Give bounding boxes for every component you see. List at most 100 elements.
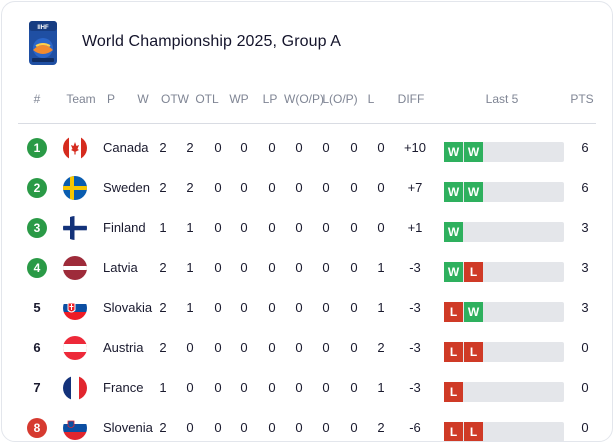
stat-cell: 0 [214,300,222,315]
stat-cell: 0 [322,300,330,315]
table-row[interactable]: 8 Slovenia 2 0 0 0 0 0 0 0 2 -6 L L 0 [2,408,612,441]
points: 6 [581,180,589,195]
rank-badge: 3 [27,218,47,238]
col-header-pts: PTS [570,92,594,106]
stat-cell: 1 [159,220,167,235]
stat-cell: 0 [295,220,303,235]
stat-cell: 0 [186,340,194,355]
france-flag-icon [63,376,87,400]
table-row[interactable]: 7 France 1 0 0 0 0 0 0 0 1 -3 L 0 [2,368,612,408]
form-win: W [444,222,463,242]
stat-cell: 0 [295,380,303,395]
form-loss: L [464,342,483,362]
rank-number: 6 [33,340,41,355]
points: 0 [581,420,589,435]
table-row[interactable]: 2 Sweden 2 2 0 0 0 0 0 0 0 +7 W W 6 [2,168,612,208]
header: IIHF World Championship 2025, Group A [2,2,612,82]
latvia-flag-icon [63,256,87,280]
points: 0 [581,340,589,355]
rank-number: 5 [33,300,41,315]
stat-cell: 1 [159,380,167,395]
iihf-logo-icon: IIHF [29,21,57,65]
team-name[interactable]: Austria [103,340,144,355]
stat-cell: 0 [240,220,248,235]
stat-cell: 0 [350,420,358,435]
stat-cell: 0 [214,180,222,195]
table-row[interactable]: 5 Slovakia 2 1 0 0 0 0 0 0 1 -3 L W 3 [2,288,612,328]
stat-cell: 1 [186,220,194,235]
stat-cell: 0 [240,260,248,275]
stat-cell: 0 [295,140,303,155]
form-win: W [464,302,483,322]
team-name[interactable]: Slovakia [103,300,153,315]
team-name[interactable]: Finland [103,220,146,235]
stat-cell: 0 [240,140,248,155]
points: 3 [581,220,589,235]
team-name[interactable]: Canada [103,140,149,155]
stat-cell: 2 [159,420,167,435]
stat-cell: 0 [295,260,303,275]
stat-cell: 1 [377,260,385,275]
stat-cell: 0 [240,420,248,435]
stat-cell: 2 [159,340,167,355]
stat-cell: 0 [268,340,276,355]
last5-form: W [444,222,564,242]
table-row[interactable]: 6 Austria 2 0 0 0 0 0 0 0 2 -3 L L 0 [2,328,612,368]
rank-badge: 4 [27,258,47,278]
stat-cell: 0 [214,340,222,355]
stat-cell: 0 [295,180,303,195]
col-header-diff: DIFF [397,92,425,106]
stat-cell: 0 [268,300,276,315]
table-row[interactable]: 3 Finland 1 1 0 0 0 0 0 0 0 +1 W 3 [2,208,612,248]
team-name[interactable]: Slovenia [103,420,153,435]
stat-cell: 0 [322,180,330,195]
goal-diff: -6 [409,420,421,435]
stat-cell: 2 [159,180,167,195]
stat-cell: 0 [214,420,222,435]
col-header-wins: W [137,92,149,106]
stat-cell: 0 [214,260,222,275]
stat-cell: 0 [240,380,248,395]
stat-cell: 0 [214,140,222,155]
col-header-last5: Last 5 [485,92,519,106]
table-row[interactable]: 1 Canada 2 2 0 0 0 0 0 0 0 +10 W W 6 [2,128,612,168]
slovenia-flag-icon [63,416,87,440]
table-row[interactable]: 4 Latvia 2 1 0 0 0 0 0 0 1 -3 W L 3 [2,248,612,288]
team-name[interactable]: France [103,380,144,395]
stat-cell: 0 [214,380,222,395]
col-header-w-op: W(O/P) [284,92,324,106]
stat-cell: 0 [268,180,276,195]
stat-cell: 2 [186,140,194,155]
stat-cell: 1 [186,300,194,315]
stat-cell: 0 [186,420,194,435]
rank-number: 7 [33,380,41,395]
stat-cell: 2 [377,340,385,355]
col-header-otw: OTW [161,92,189,106]
points: 3 [581,300,589,315]
stat-cell: 2 [159,260,167,275]
col-header-played: P [106,92,115,106]
points: 3 [581,260,589,275]
stat-cell: 0 [350,180,358,195]
col-header-lp: LP [262,92,278,106]
col-header-rank: # [33,92,41,106]
stat-cell: 0 [322,260,330,275]
stat-cell: 2 [159,140,167,155]
team-name[interactable]: Sweden [103,180,150,195]
stat-cell: 0 [268,260,276,275]
col-header-otl: OTL [195,92,219,106]
stat-cell: 2 [186,180,194,195]
form-loss: L [464,422,483,441]
team-name[interactable]: Latvia [103,260,138,275]
points: 6 [581,140,589,155]
stat-cell: 0 [322,340,330,355]
stat-cell: 0 [240,340,248,355]
stat-cell: 0 [295,340,303,355]
goal-diff: +7 [407,180,423,195]
stat-cell: 0 [295,420,303,435]
